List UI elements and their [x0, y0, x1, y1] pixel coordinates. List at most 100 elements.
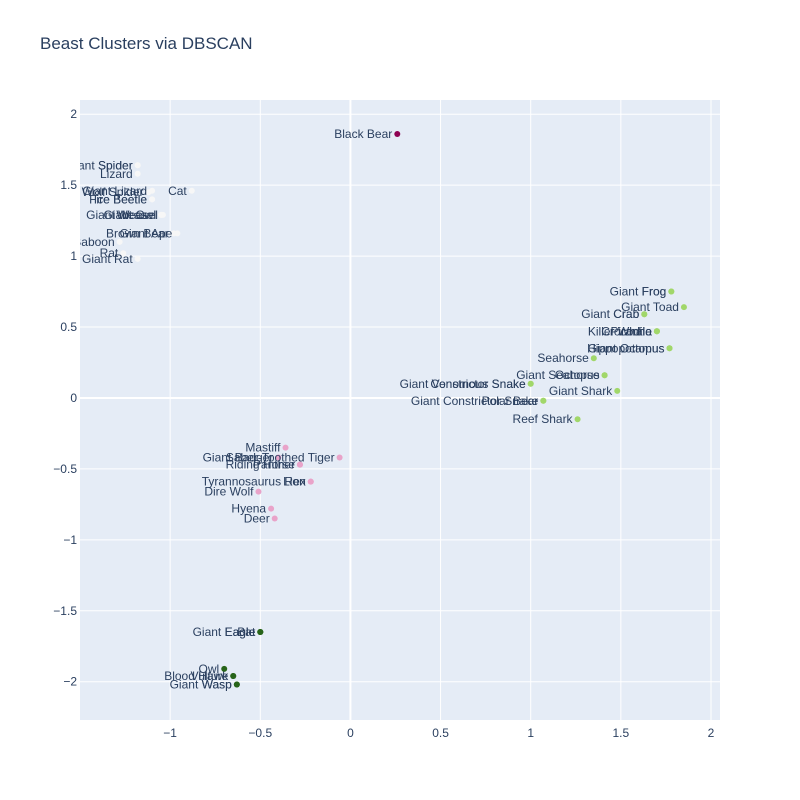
point-label: Eagle	[225, 625, 256, 639]
point-label: Baboon	[73, 235, 114, 249]
point-label: Crocodile	[601, 324, 652, 338]
point-label: Saber-Toothed Tiger	[226, 451, 335, 465]
point-label: Giant Frog	[610, 285, 667, 299]
chart-title: Beast Clusters via DBSCAN	[40, 34, 253, 53]
point-label: Constrictor Snake	[430, 377, 526, 391]
point-label: Giant Constrictor Snake	[411, 394, 539, 408]
point-label: Giant Wasp	[170, 678, 233, 692]
data-point	[134, 170, 141, 177]
point-label: Giant Crab	[581, 307, 639, 321]
x-tick-label: −1	[163, 726, 177, 740]
data-points	[116, 131, 687, 688]
data-point	[601, 372, 608, 379]
point-label: Deer	[244, 512, 270, 526]
data-point	[307, 478, 314, 485]
point-label: Bat	[237, 625, 256, 639]
point-label: Giant Venomous Snake	[400, 377, 526, 391]
point-label: Giant Owl	[103, 208, 156, 222]
point-label: Brown Bear	[106, 226, 169, 240]
point-label: Lion	[283, 475, 306, 489]
y-tick-label: −1.5	[53, 604, 77, 618]
x-tick-label: 1	[527, 726, 534, 740]
point-label: Riding Horse	[226, 458, 296, 472]
data-point	[134, 255, 141, 262]
point-label: Ice Beetle	[94, 192, 148, 206]
point-label: Weasel	[116, 208, 156, 222]
y-tick-label: −1	[63, 533, 77, 547]
data-point	[230, 673, 237, 680]
y-tick-label: 1	[70, 249, 77, 263]
x-tick-label: 0.5	[432, 726, 449, 740]
point-label: Black Bear	[334, 127, 392, 141]
data-point	[336, 454, 343, 461]
point-label: Giant Ape	[120, 226, 173, 240]
point-label: Giant Spider	[66, 158, 133, 172]
y-tick-label: 0	[70, 391, 77, 405]
data-point	[394, 131, 401, 138]
point-label: Piranha	[611, 324, 653, 338]
data-point	[275, 454, 282, 461]
data-point	[158, 211, 165, 218]
point-label: Giant Lizard	[82, 184, 147, 198]
point-label: Spider	[98, 158, 133, 172]
y-tick-label: −0.5	[53, 462, 77, 476]
point-label: Giant Toad	[621, 300, 679, 314]
data-point	[540, 397, 547, 404]
point-label: Panther	[253, 458, 295, 472]
data-point	[296, 461, 303, 468]
y-tick-label: 0.5	[60, 320, 77, 334]
data-point	[268, 505, 275, 512]
point-label: Tyrannosaurus Rex	[202, 475, 306, 489]
data-point	[149, 196, 156, 203]
data-point	[590, 355, 597, 362]
data-point	[680, 304, 687, 311]
point-label: Cat	[168, 184, 187, 198]
point-label: Dire Wolf	[204, 485, 254, 499]
data-point	[120, 250, 127, 257]
point-label: Octopus	[555, 368, 600, 382]
data-point	[188, 187, 195, 194]
point-label: Owl	[199, 662, 220, 676]
point-label: Lizard	[100, 167, 133, 181]
data-point	[666, 345, 673, 352]
point-label: Frog	[642, 285, 667, 299]
x-axis-ticks: −1 −0.5 0 0.5 1 1.5 2	[163, 726, 714, 740]
point-label: Wolf Spider	[82, 185, 144, 199]
data-point	[614, 387, 621, 394]
y-tick-label: −2	[63, 675, 77, 689]
data-point	[271, 515, 278, 522]
point-label: Crab	[613, 307, 639, 321]
data-point	[116, 238, 123, 245]
data-point	[668, 288, 675, 295]
data-point	[641, 311, 648, 318]
data-point	[653, 328, 660, 335]
data-point	[257, 629, 264, 636]
point-label: Polar Bear	[482, 394, 539, 408]
point-label: Wasp	[202, 678, 233, 692]
grid-lines	[80, 100, 720, 720]
data-point	[233, 681, 240, 688]
point-label: Giant Rat	[82, 252, 133, 266]
point-label: Giant Shark	[549, 384, 613, 398]
data-point	[170, 230, 177, 237]
point-label: Fire Beetle	[89, 192, 147, 206]
data-point	[282, 444, 289, 451]
data-point	[574, 416, 581, 423]
data-point	[134, 162, 141, 169]
point-label: Mastiff	[245, 441, 281, 455]
point-label: Seahorse	[537, 351, 589, 365]
point-label: Blood Hawk	[164, 669, 229, 683]
x-tick-label: −0.5	[248, 726, 272, 740]
x-tick-label: 1.5	[613, 726, 630, 740]
point-label: Giant Eagle	[193, 625, 256, 639]
point-label: Vulture	[191, 669, 229, 683]
point-label: Killer Whale	[588, 324, 652, 338]
point-label: Giant Badger	[203, 451, 274, 465]
point-label: Giant Weasel	[86, 208, 158, 222]
y-axis-ticks: −2 −1.5 −1 −0.5 0 0.5 1 1.5 2	[53, 107, 77, 689]
data-point	[255, 488, 262, 495]
point-label: Rat	[100, 246, 119, 260]
x-tick-label: 0	[347, 726, 354, 740]
point-label: Giant Octopus	[588, 341, 665, 355]
data-point	[527, 380, 534, 387]
